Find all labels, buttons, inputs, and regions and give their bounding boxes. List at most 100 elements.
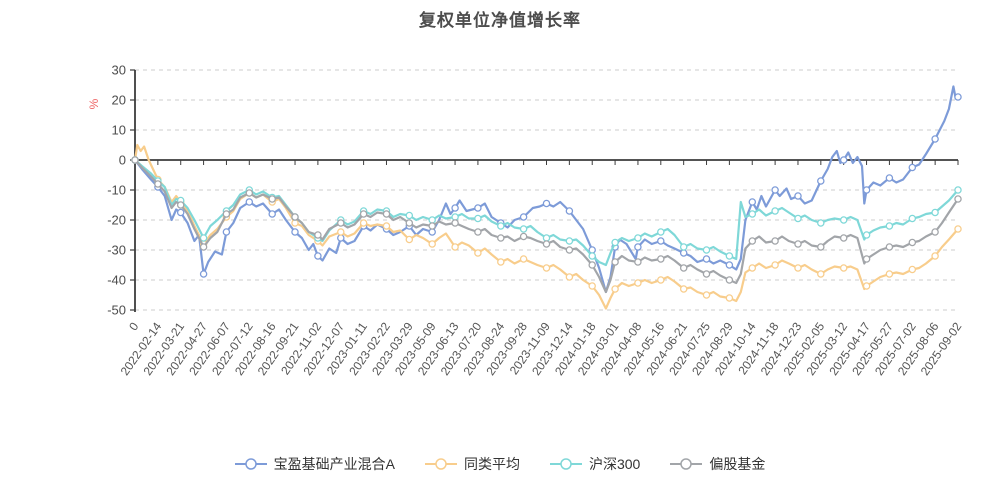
series-marker-3	[954, 195, 962, 203]
series-marker-2	[908, 214, 917, 223]
series-marker-1	[634, 279, 642, 287]
series-marker-2	[497, 222, 505, 230]
series-marker-2	[817, 219, 825, 227]
series-marker-2	[474, 214, 482, 223]
series-marker-2	[839, 216, 848, 224]
series-marker-1	[885, 270, 894, 278]
series-marker-0	[771, 186, 779, 194]
series-marker-3	[497, 234, 505, 242]
series-marker-3	[154, 180, 162, 188]
series-marker-2	[725, 252, 734, 260]
series-marker-3	[131, 156, 139, 164]
series-marker-3	[679, 264, 688, 272]
legend-item-3[interactable]: 偏股基金	[670, 454, 765, 474]
legend-marker-icon	[670, 458, 703, 470]
series-marker-0	[862, 186, 871, 194]
series-marker-2	[428, 216, 436, 224]
series-marker-1	[679, 285, 688, 293]
series-line-2	[133, 158, 960, 267]
legend-label: 偏股基金	[709, 456, 766, 472]
y-axis-tick-label: 30	[112, 63, 126, 78]
series-line-3	[133, 158, 960, 294]
series-marker-1	[931, 252, 939, 260]
series-marker-2	[931, 208, 939, 217]
series-marker-0	[245, 198, 254, 206]
series-marker-3	[222, 210, 231, 218]
series-marker-2	[794, 214, 802, 223]
series-marker-1	[657, 276, 665, 284]
series-marker-1	[748, 264, 757, 272]
series-marker-2	[451, 213, 459, 221]
series-marker-3	[542, 240, 551, 248]
y-axis: 30 20 10 0 -10 -20 -30 -40 -50%	[87, 63, 136, 318]
legend-label: 宝盈基础产业混合A	[273, 456, 395, 472]
series-marker-0	[565, 207, 574, 215]
legend-marker-icon	[234, 458, 267, 470]
series-marker-2	[748, 210, 757, 218]
series-marker-1	[291, 219, 299, 227]
legend-item-2[interactable]: 沪深300	[549, 454, 641, 474]
series-marker-1	[428, 240, 436, 248]
series-marker-2	[199, 234, 208, 242]
series-marker-2	[954, 186, 962, 194]
series-marker-3	[245, 189, 254, 197]
series-marker-0	[519, 213, 528, 221]
series-marker-1	[519, 255, 528, 263]
legend-label: 沪深300	[588, 456, 641, 472]
series-marker-0	[885, 174, 894, 182]
series-marker-1	[611, 285, 619, 293]
series-marker-0	[291, 228, 299, 236]
series-marker-1	[405, 235, 414, 244]
series-marker-3	[771, 237, 779, 245]
series-marker-0	[954, 93, 962, 101]
series-marker-2	[405, 211, 414, 220]
series-marker-3	[405, 219, 414, 227]
series-marker-0	[634, 243, 642, 251]
legend-marker-icon	[424, 458, 457, 470]
series-marker-0	[702, 255, 711, 263]
series-marker-1	[474, 249, 482, 257]
series-marker-3	[611, 258, 619, 266]
y-axis-tick-label: -30	[107, 243, 126, 258]
series-marker-0	[657, 237, 665, 245]
series-marker-0	[222, 228, 231, 236]
series-0	[131, 85, 962, 294]
series-marker-1	[839, 264, 848, 272]
series-marker-3	[862, 255, 871, 263]
series-line-1	[133, 143, 960, 310]
series-marker-1	[771, 261, 779, 269]
series-2	[131, 156, 962, 267]
series-marker-1	[702, 291, 711, 299]
series-marker-2	[565, 237, 574, 245]
series-marker-3	[565, 246, 574, 254]
series-marker-2	[702, 246, 711, 254]
series-marker-2	[657, 228, 665, 236]
y-axis-tick-label: -10	[107, 183, 126, 198]
series-marker-0	[314, 252, 322, 260]
series-marker-0	[748, 198, 757, 206]
series-marker-3	[428, 222, 436, 230]
series-marker-1	[542, 264, 551, 272]
chart-legend: 宝盈基础产业混合A 同类平均 沪深300 偏股基金	[0, 454, 1000, 474]
series-marker-2	[611, 238, 619, 247]
series-1	[131, 143, 962, 310]
series-marker-3	[794, 240, 802, 248]
gridlines	[135, 69, 958, 311]
series-marker-1	[565, 273, 574, 281]
series-marker-1	[359, 219, 368, 227]
series-marker-3	[588, 261, 596, 269]
series-marker-1	[497, 258, 505, 266]
series-marker-3	[657, 255, 665, 263]
series-marker-1	[337, 228, 345, 236]
series-marker-1	[817, 270, 825, 278]
series-marker-3	[314, 231, 322, 239]
legend-item-1[interactable]: 同类平均	[424, 454, 520, 474]
series-marker-2	[519, 225, 528, 233]
series-marker-0	[428, 228, 436, 236]
series-marker-1	[908, 265, 917, 274]
legend-item-0[interactable]: 宝盈基础产业混合A	[234, 454, 395, 474]
series-marker-2	[771, 207, 779, 215]
legend-label: 同类平均	[463, 456, 520, 472]
series-marker-0	[451, 204, 459, 212]
series-marker-0	[176, 208, 185, 217]
